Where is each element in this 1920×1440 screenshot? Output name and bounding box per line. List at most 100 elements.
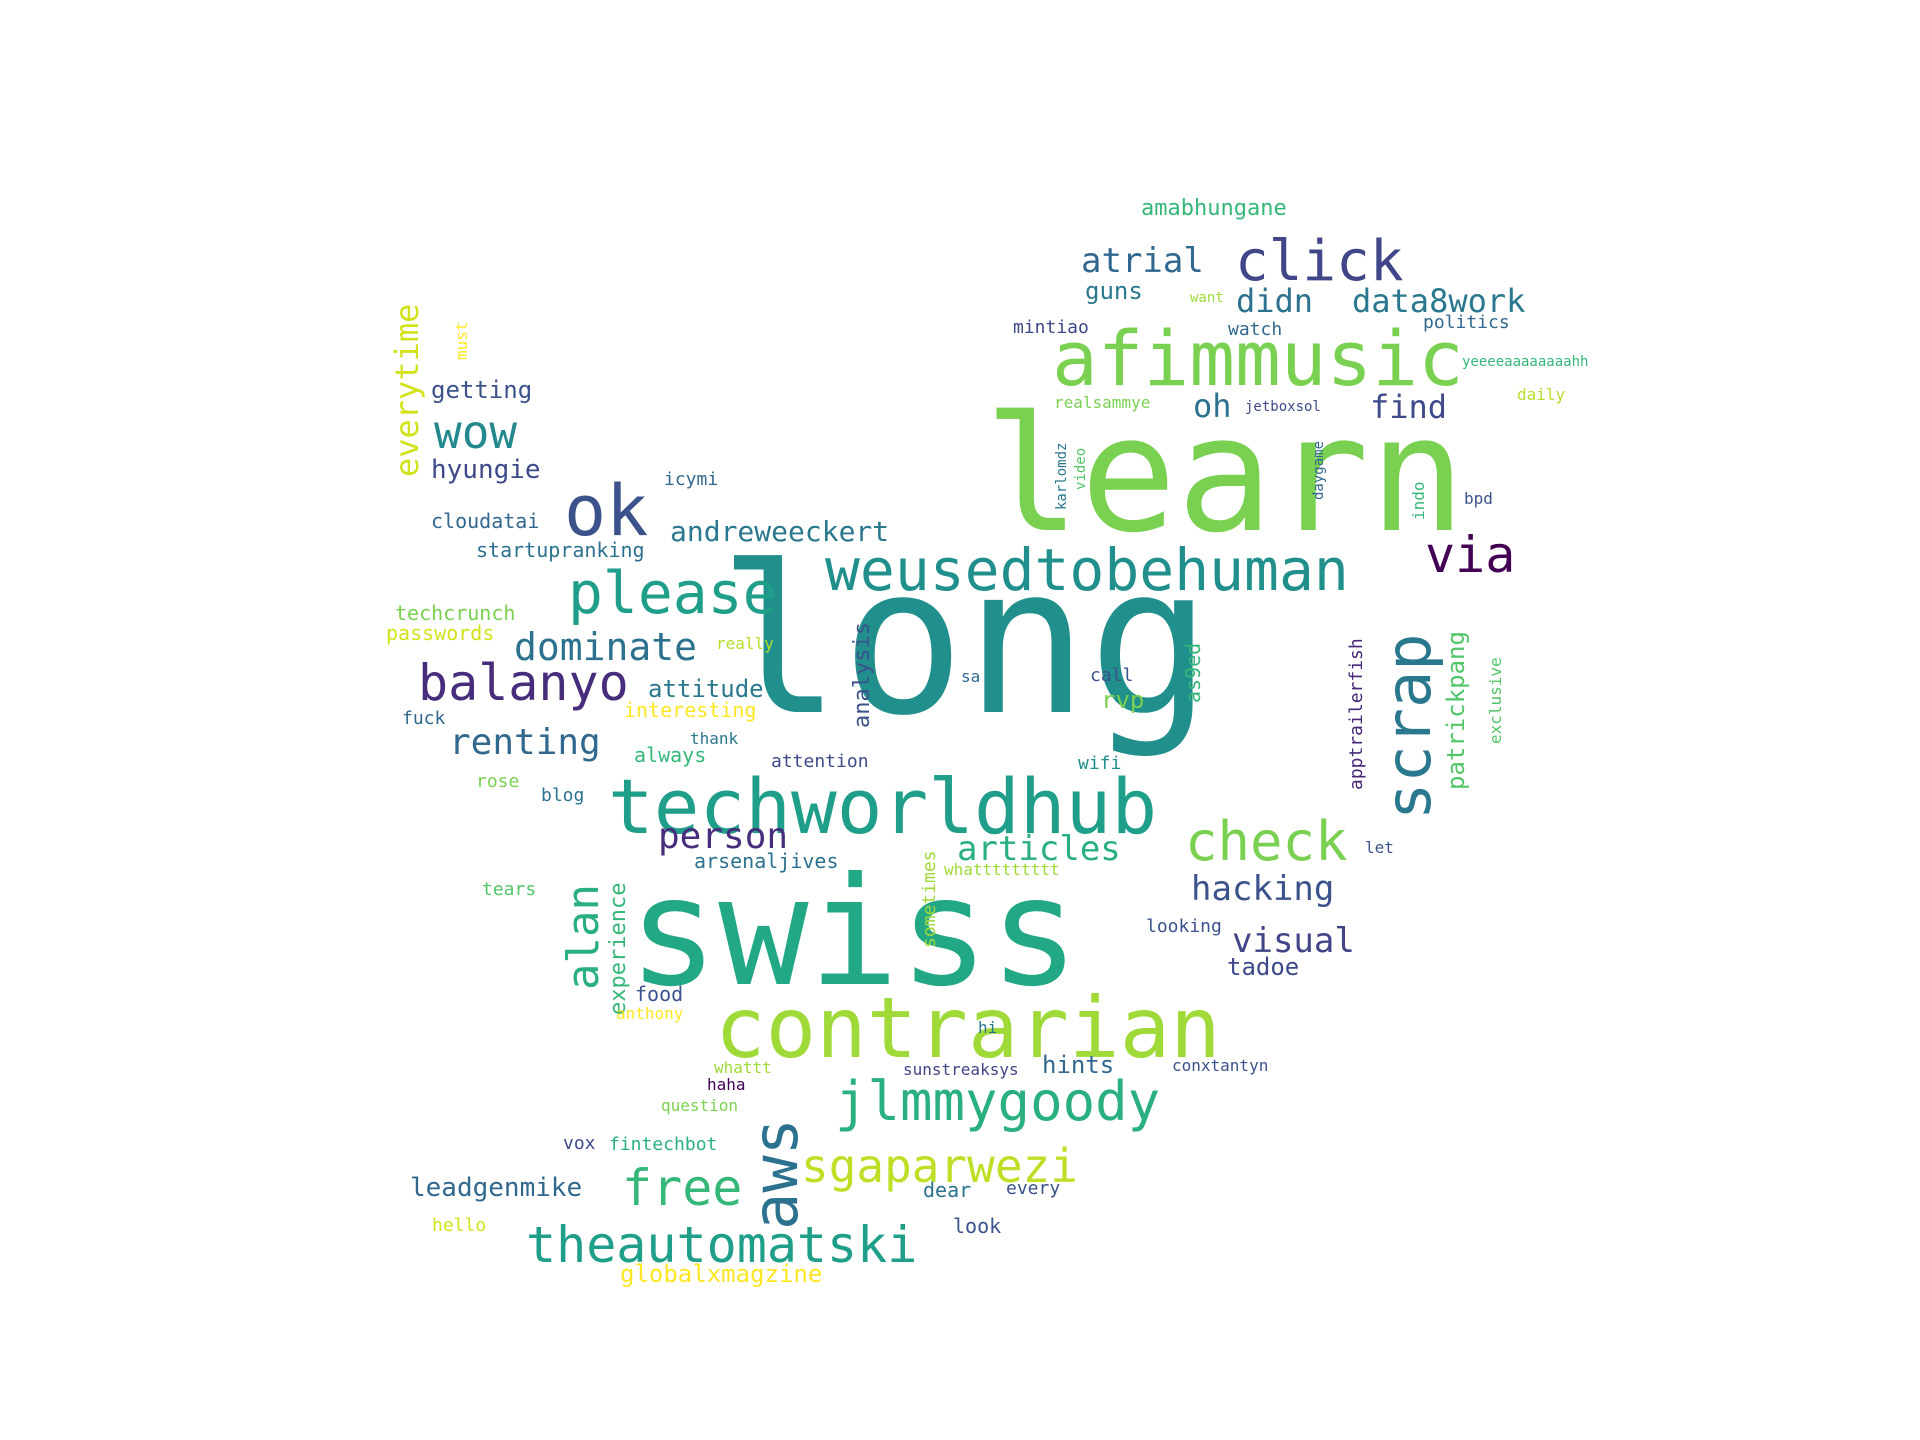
cloud-word: contrarian [715,979,1221,1077]
cloud-word: jetboxsol [1245,399,1321,415]
cloud-word: find [1370,388,1447,426]
cloud-word: everytime [388,304,426,477]
cloud-word: hints [1042,1051,1114,1079]
cloud-word: apptrailerfish [1346,638,1367,790]
cloud-word: politics [1423,312,1510,333]
cloud-word: really [716,634,774,653]
cloud-word: whattttttttt [944,860,1060,879]
cloud-word: hi [978,1018,997,1037]
cloud-word: icymi [664,469,718,490]
cloud-word: daily [1517,385,1566,404]
cloud-word: fintechbot [609,1134,717,1155]
cloud-word: rose [476,771,519,792]
cloud-word: must [452,321,471,360]
cloud-word: realsammye [1054,393,1150,412]
cloud-word: sunstreaksys [903,1060,1019,1079]
cloud-word: oh [1193,387,1232,425]
cloud-word: getting [431,376,532,404]
cloud-word: conxtantyn [1172,1056,1268,1075]
cloud-word: guns [1085,277,1143,305]
cloud-word: attention [771,751,869,772]
cloud-word: startupranking [476,538,645,562]
cloud-word: watch [1228,319,1282,340]
cloud-word: data8work [1352,282,1525,320]
cloud-word: scrap [1372,633,1445,820]
cloud-word: daygame [1311,441,1327,500]
cloud-word: thank [690,729,739,748]
cloud-word: rvp [1101,686,1144,714]
cloud-word: yeeeeaaaaaaaahh [1462,354,1588,370]
cloud-word: indo [1409,481,1428,520]
cloud-word: arsenaljives [694,849,839,873]
cloud-word: haha [707,1075,746,1094]
cloud-word: didn [1236,282,1313,320]
cloud-word: food [635,982,683,1006]
cloud-word: bpd [1464,489,1493,508]
cloud-word: anthony [616,1004,684,1023]
cloud-word: question [661,1096,738,1115]
cloud-word: tadoe [1227,953,1299,981]
cloud-word: theautomatski [526,1216,917,1274]
cloud-word: free [622,1159,742,1217]
cloud-word: blog [541,785,584,806]
cloud-word: learn [984,381,1466,568]
cloud-word: whattt [714,1058,772,1077]
cloud-word: techworldhub [608,762,1157,851]
cloud-word: passwords [386,621,494,645]
cloud-word: person [658,816,788,857]
cloud-word: as9ed [1181,643,1205,703]
cloud-word: visual [1232,921,1355,961]
cloud-word: mintiao [1013,317,1089,338]
cloud-word: via [1425,526,1515,584]
cloud-word: alan [558,884,609,990]
cloud-word: aws [739,1118,812,1230]
cloud-word: interesting [624,698,756,722]
cloud-word: cloudatai [431,509,539,533]
cloud-word: sa [961,667,980,686]
cloud-word: long [718,523,1212,761]
cloud-word: jlmmygoody [835,1070,1160,1133]
cloud-word: karlomdz [1054,443,1070,510]
cloud-word: fuck [402,708,446,729]
cloud-word: analysis [850,622,875,728]
cloud-word: techcrunch [395,601,515,625]
cloud-word: amabhungane [1141,196,1287,221]
cloud-word: ok [564,470,648,552]
cloud-word: click [1235,229,1404,294]
cloud-word: look [953,1214,1001,1238]
cloud-word: hello [432,1215,486,1236]
cloud-word: balanyo [418,654,629,712]
cloud-word: articles [957,829,1121,869]
cloud-word: please [568,559,778,627]
cloud-word: check [1185,810,1348,873]
cloud-word: andreweeckert [670,515,889,548]
cloud-word: wifi [1078,753,1121,774]
cloud-word: globalxmagzine [620,1260,822,1288]
cloud-word: dominate [514,625,697,669]
cloud-word: always [634,743,706,767]
cloud-word: hyungie [431,455,541,485]
cloud-word: wow [434,405,517,459]
cloud-word: dear [923,1178,971,1202]
cloud-word: exclusive [1486,657,1505,744]
cloud-word: want [1190,290,1224,306]
cloud-word: tears [482,879,536,900]
cloud-word: renting [449,722,601,763]
cloud-word: leadgenmike [410,1173,582,1203]
cloud-word: vox [563,1133,596,1154]
cloud-word: swiss [628,846,1080,1020]
cloud-word: looking [1146,916,1222,937]
cloud-word: patrickpang [1442,631,1470,790]
cloud-word: call [1090,665,1133,686]
cloud-word: afimmusic [1052,314,1464,403]
cloud-word: weusedtobehuman [825,536,1349,604]
cloud-word: attitude [648,675,764,703]
cloud-word: experience [606,883,631,1015]
cloud-word: let [1365,838,1394,857]
cloud-word: hacking [1191,869,1334,909]
cloud-word: atrial [1081,241,1204,281]
cloud-word: sometimes [919,850,940,948]
cloud-word: every [1006,1178,1060,1199]
cloud-word: sgaparwezi [801,1139,1078,1193]
